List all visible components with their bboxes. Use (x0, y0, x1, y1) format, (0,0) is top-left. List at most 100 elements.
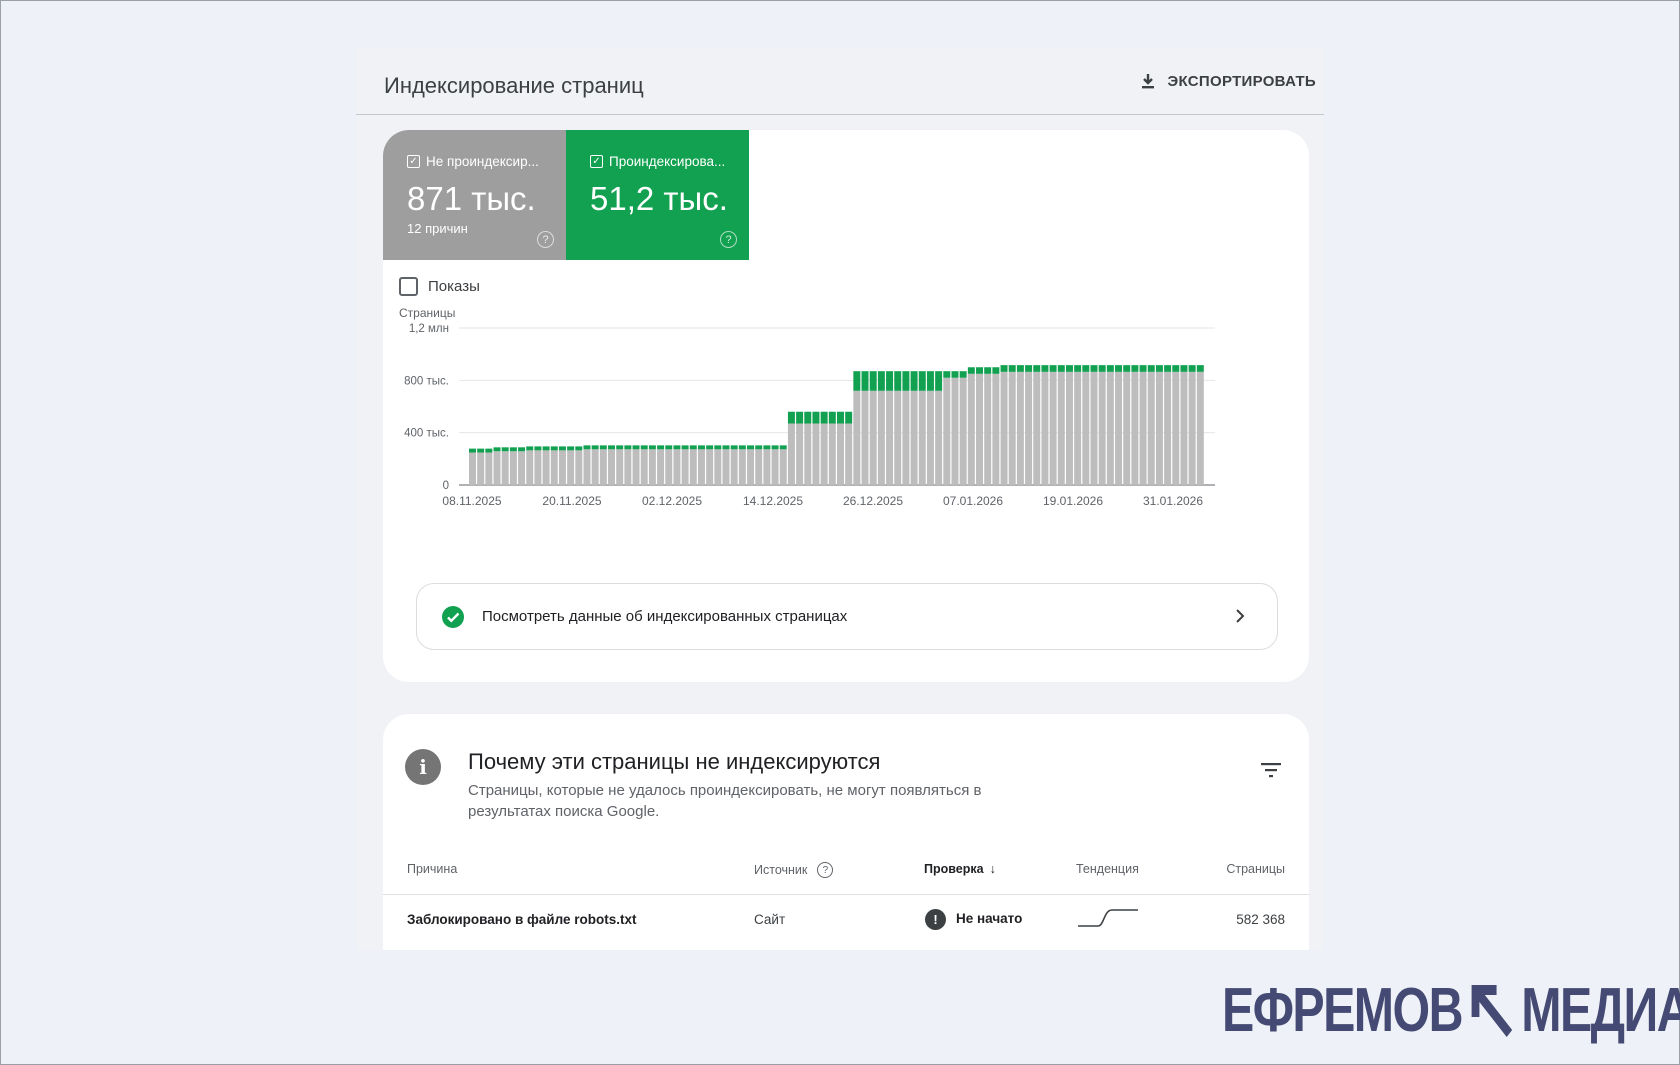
chart-bar-green (1155, 365, 1163, 372)
indexing-panel: Индексирование страниц ЭКСПОРТИРОВАТЬ ✓ … (356, 47, 1324, 950)
column-header-check[interactable]: Проверка ↓ (924, 862, 996, 876)
chart-bar-gray (796, 423, 804, 485)
chart-bar-gray (697, 449, 705, 485)
help-icon[interactable]: ? (537, 231, 554, 248)
chart-bar-gray (1025, 371, 1033, 485)
view-indexed-pages-link[interactable]: Посмотреть данные об индексированных стр… (416, 583, 1278, 650)
export-button[interactable]: ЭКСПОРТИРОВАТЬ (1138, 71, 1316, 91)
column-header-reason[interactable]: Причина (407, 862, 458, 876)
column-header-check-label: Проверка (924, 862, 984, 876)
chart-bar-green (796, 411, 804, 424)
chart-bar-green (567, 446, 575, 451)
chart-bar-green (1057, 365, 1065, 372)
chart-x-tick-label: 19.01.2026 (1043, 494, 1103, 508)
chart-bar-gray (1033, 371, 1041, 485)
chart-bar-green (722, 445, 730, 450)
chart-bar-gray (469, 452, 476, 485)
chart-bar-green (910, 371, 918, 391)
chart-bar-green (1147, 365, 1155, 372)
chart-bar-green (943, 371, 951, 378)
chart-bar-green (1082, 365, 1090, 372)
chart-bar-gray (1000, 371, 1008, 485)
checkbox-checked-icon[interactable]: ✓ (590, 155, 603, 168)
chart-bar-green (1188, 365, 1196, 372)
chart-bar-gray (657, 449, 665, 485)
chart-bar-green (1041, 365, 1049, 372)
chart-bar-green (967, 367, 975, 374)
chart-bar-gray (1082, 371, 1090, 485)
chart-bar-green (1008, 365, 1016, 372)
chart-bar-gray (567, 450, 575, 485)
chart-bar-gray (804, 423, 812, 485)
help-icon[interactable]: ? (720, 231, 737, 248)
chart-bar-green (738, 445, 746, 450)
chart-bar-gray (902, 390, 910, 485)
chart-y-tick-label: 400 тыс. (404, 428, 449, 440)
chart-bar-green (1164, 365, 1172, 372)
page-header: Индексирование страниц ЭКСПОРТИРОВАТЬ (356, 47, 1324, 115)
chart-bar-gray (984, 373, 992, 485)
filter-icon[interactable] (1259, 760, 1283, 780)
chart-bar-green (477, 448, 485, 453)
column-header-pages[interactable]: Страницы (1226, 862, 1285, 876)
chart-bar-gray (926, 390, 934, 485)
not-indexed-label: Не проиндексир... (426, 154, 539, 169)
chart-bar-gray (518, 451, 526, 485)
indexed-tile[interactable]: ✓ Проиндексирова... 51,2 тыс. ? (566, 130, 749, 260)
chart-bar-gray (714, 449, 722, 485)
chart-bar-green (526, 446, 534, 451)
chart-bar-green (673, 445, 681, 450)
chart-bar-green (1025, 365, 1033, 372)
not-indexed-tile-header: ✓ Не проиндексир... (407, 154, 539, 169)
page-title: Индексирование страниц (384, 73, 644, 98)
chart-bar-gray (869, 390, 877, 485)
chart-bar-green (616, 445, 624, 450)
chart-bar-green (763, 445, 771, 450)
not-indexed-tile[interactable]: ✓ Не проиндексир... 871 тыс. 12 причин ? (383, 130, 566, 260)
chart-bar-gray (845, 423, 853, 485)
chart-bar-gray (648, 449, 656, 485)
chart-bar-green (493, 447, 501, 452)
chart-bar-gray (837, 423, 844, 485)
chart-bar-green (657, 445, 665, 450)
chart-bar-green (804, 411, 812, 424)
chart-x-tick-label: 26.12.2025 (843, 494, 903, 508)
chart-bar-green (1131, 365, 1139, 372)
chart-bar-gray (1016, 371, 1024, 485)
chart-bar-gray (1065, 371, 1073, 485)
impressions-toggle[interactable]: Показы (399, 277, 480, 296)
chart-x-tick-label: 02.12.2025 (642, 494, 702, 508)
checkbox-checked-icon[interactable]: ✓ (407, 155, 420, 168)
chart-bar-gray (689, 449, 697, 485)
column-header-source[interactable]: Источник ? (754, 862, 834, 878)
chart-bar-gray (624, 449, 632, 485)
chart-bar-gray (967, 373, 975, 485)
chart-bar-green (951, 371, 959, 378)
chart-bar-gray (1057, 371, 1065, 485)
chart-bar-green (681, 445, 689, 450)
chart-bar-green (583, 445, 591, 450)
checkbox-unchecked-icon[interactable] (399, 277, 418, 296)
chart-bar-gray (591, 449, 599, 485)
chart-bar-green (1180, 365, 1188, 372)
chart-bar-green (648, 445, 656, 450)
warning-icon: ! (925, 908, 946, 930)
table-row[interactable]: Заблокировано в файле robots.txt Сайт ! … (383, 896, 1309, 948)
column-header-trend[interactable]: Тенденция (1076, 862, 1139, 876)
chart-y-ticks: 0 400 тыс. 800 тыс. 1,2 млн (404, 323, 449, 492)
chart-bar-gray (640, 449, 648, 485)
chart-bar-gray (673, 449, 681, 485)
chart-bar-gray (534, 450, 542, 485)
chart-bar-gray (738, 449, 746, 485)
check-circle-icon (442, 605, 464, 628)
indexed-label: Проиндексирова... (609, 154, 726, 169)
help-icon[interactable]: ? (817, 862, 834, 878)
chart-bar-gray (485, 452, 493, 485)
chart-bar-green (485, 448, 493, 453)
chart-x-ticks: 08.11.2025 20.11.2025 02.12.2025 14.12.2025… (442, 494, 1203, 508)
chart-bar-gray (558, 450, 566, 485)
chart-bar-green (534, 446, 542, 451)
chart-y-tick-label: 800 тыс. (404, 375, 449, 387)
chart-bar-gray (747, 449, 755, 485)
chart-bar-green (558, 446, 566, 451)
